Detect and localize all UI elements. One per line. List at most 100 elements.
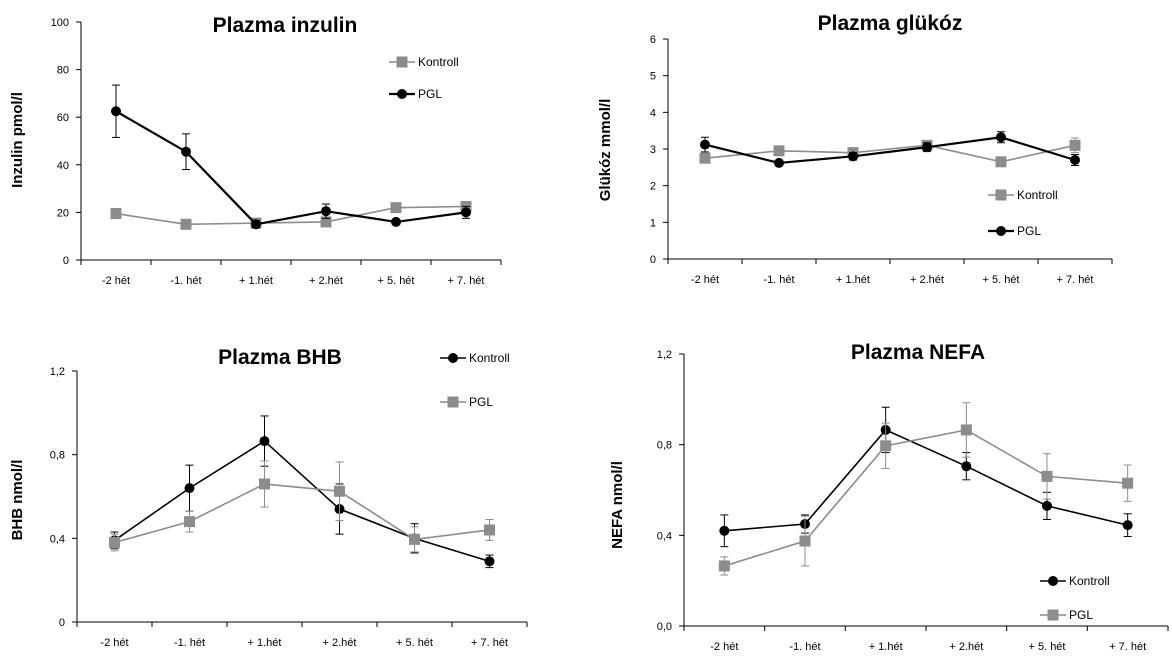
x-tick-label: + 7. hét	[471, 637, 508, 649]
series-line	[704, 136, 1076, 165]
data-point	[699, 152, 711, 164]
legend-item: Kontroll	[440, 351, 510, 365]
legend-label: Kontroll	[418, 55, 459, 69]
y-tick-label: 1,2	[657, 349, 672, 361]
data-point	[961, 461, 972, 472]
y-tick-label: 1	[650, 217, 656, 229]
data-point	[320, 216, 332, 228]
series-kontroll	[719, 406, 1133, 548]
chart-panel-insulin: Plazma inzulin Inzulin pmol/l 0 20 40 60 80 100…	[9, 14, 502, 287]
data-point	[718, 560, 730, 572]
x-tick-label: + 7. hét	[1109, 641, 1146, 653]
chart-title: Plazma glükóz	[818, 12, 963, 35]
legend-label: PGL	[418, 87, 442, 101]
y-tick-label: 40	[57, 160, 69, 172]
data-point	[1042, 500, 1052, 511]
data-point	[1122, 520, 1133, 531]
legend-item: Kontroll	[988, 188, 1058, 202]
x-tick-label: + 5. hét	[982, 274, 1019, 286]
data-point	[259, 478, 270, 490]
series-pgl	[109, 460, 495, 553]
series-line	[704, 144, 1076, 163]
y-axis-label: BHB nmol/l	[9, 460, 26, 541]
y-axis-label: Inzulin pmol/l	[9, 92, 26, 188]
y-tick-label: 0,4	[657, 530, 672, 542]
legend-label: Kontroll	[469, 351, 510, 365]
y-tick-label: 0,4	[50, 533, 65, 545]
chart-panel-nefa: Plazma NEFA NEFA nmol/l 0,0 0,4 0,8 1,2 -2 hét…	[609, 341, 1169, 653]
legend-marker	[1048, 576, 1058, 586]
data-point	[110, 208, 122, 220]
y-tick-label: 2	[650, 181, 656, 193]
series-pgl	[718, 402, 1134, 576]
y-tick-label: 4	[650, 107, 656, 119]
legend-marker	[397, 89, 407, 99]
legend-item: PGL	[389, 87, 442, 101]
y-tick-label: 5	[650, 71, 656, 83]
data-point	[334, 485, 345, 497]
data-point	[180, 218, 192, 230]
x-tick-label: -2 hét	[100, 637, 128, 649]
x-tick-label: + 1.hét	[239, 275, 273, 287]
y-tick-label: 0,8	[50, 450, 65, 462]
data-point	[259, 436, 270, 447]
x-tick-label: + 5. hét	[1028, 641, 1065, 653]
x-tick-label: + 7. hét	[1056, 274, 1093, 286]
x-tick-label: -1. hét	[170, 275, 201, 287]
x-tick-label: + 1.hét	[869, 641, 903, 653]
legend-label: PGL	[1069, 608, 1093, 622]
x-tick-label: + 1.hét	[248, 637, 282, 649]
y-tick-label: 0,0	[657, 621, 672, 633]
data-point	[409, 533, 420, 545]
series-kontroll	[110, 200, 472, 230]
series-line	[115, 205, 467, 226]
legend-item: PGL	[440, 395, 493, 409]
y-axis-label: Glükóz mmol/l	[597, 99, 614, 202]
x-tick-label: + 5. hét	[377, 275, 414, 287]
data-point	[1070, 155, 1080, 165]
y-tick-label: 0	[650, 254, 656, 266]
data-point	[719, 525, 730, 536]
y-tick-label: 0,8	[657, 440, 672, 452]
data-point	[391, 216, 401, 227]
chart-title: Plazma NEFA	[851, 341, 985, 364]
data-point	[390, 202, 402, 214]
x-tick-label: -1. hét	[763, 274, 794, 286]
legend-marker	[996, 226, 1006, 236]
x-tick-label: -2 hét	[102, 275, 130, 287]
data-point	[848, 151, 858, 162]
data-point	[321, 206, 331, 217]
data-point	[184, 483, 195, 494]
data-point	[484, 556, 495, 567]
data-point	[774, 157, 784, 168]
legend-label: Kontroll	[1017, 188, 1058, 202]
series-line	[724, 429, 1128, 567]
x-tick-label: -1. hét	[789, 641, 820, 653]
data-point	[484, 524, 495, 536]
legend-label: Kontroll	[1069, 574, 1110, 588]
y-tick-label: 100	[51, 17, 69, 29]
series-pgl	[700, 131, 1080, 168]
x-tick-label: + 2.hét	[910, 274, 944, 286]
data-point	[960, 424, 972, 436]
x-tick-label: -2 hét	[710, 641, 738, 653]
data-point	[880, 440, 892, 452]
data-point	[799, 535, 811, 547]
data-point	[1122, 477, 1134, 489]
y-tick-label: 6	[650, 34, 656, 46]
y-tick-label: 80	[57, 65, 69, 77]
data-point	[109, 537, 120, 549]
legend-item: Kontroll	[1040, 574, 1110, 588]
data-point	[1041, 470, 1053, 482]
legend-item: PGL	[988, 224, 1041, 238]
x-tick-label: -2 hét	[691, 274, 719, 286]
legend-marker	[1047, 609, 1059, 621]
series-kontroll	[109, 415, 495, 569]
y-tick-label: 0	[59, 617, 65, 629]
series-line	[724, 428, 1128, 532]
data-point	[996, 132, 1006, 143]
data-point	[251, 219, 261, 230]
y-tick-label: 1,2	[50, 366, 65, 378]
y-tick-label: 20	[57, 207, 69, 219]
